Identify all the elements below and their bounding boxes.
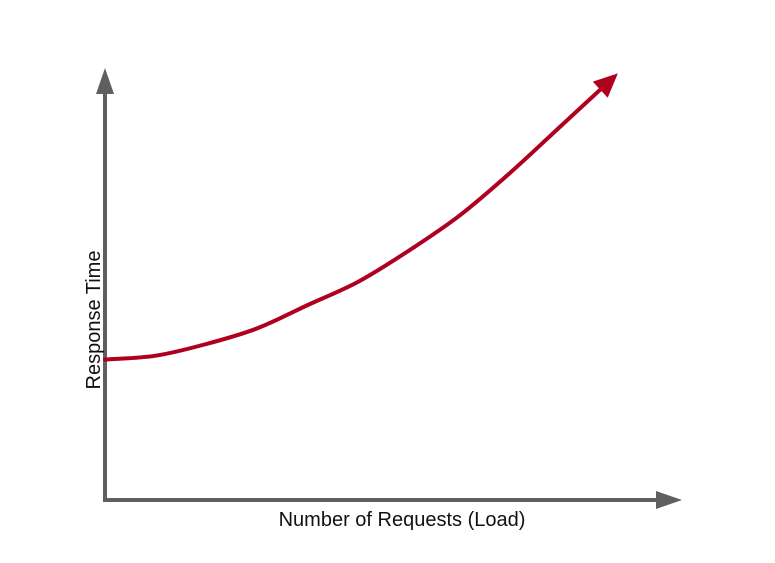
x-axis-label: Number of Requests (Load) [279,509,526,531]
y-axis-arrowhead [96,68,114,94]
x-axis [103,491,682,509]
series-layer [103,73,618,362]
y-axis-label: Response Time [83,251,105,390]
y-axis [96,68,114,500]
series-arrowhead [592,73,618,98]
x-axis-arrowhead [656,491,682,509]
series-line [103,76,614,362]
